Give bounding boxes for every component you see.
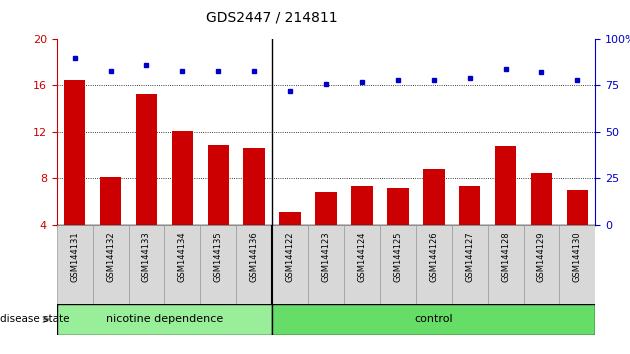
Bar <box>423 169 445 225</box>
Text: GSM144133: GSM144133 <box>142 231 151 282</box>
Text: GSM144124: GSM144124 <box>357 231 367 282</box>
Text: control: control <box>415 314 453 325</box>
Text: GDS2447 / 214811: GDS2447 / 214811 <box>207 11 338 25</box>
Bar <box>380 225 416 304</box>
Bar <box>200 225 236 304</box>
Bar <box>566 190 588 225</box>
Bar <box>279 212 301 225</box>
Text: GSM144127: GSM144127 <box>465 231 474 282</box>
Text: nicotine dependence: nicotine dependence <box>106 314 223 325</box>
Text: GSM144128: GSM144128 <box>501 231 510 282</box>
Bar <box>524 225 559 304</box>
Bar <box>272 225 308 304</box>
Bar <box>459 187 481 225</box>
Bar <box>308 225 344 304</box>
Bar <box>315 192 337 225</box>
Bar <box>129 225 164 304</box>
Bar <box>452 225 488 304</box>
Bar <box>164 225 200 304</box>
Bar <box>93 225 129 304</box>
Text: GSM144130: GSM144130 <box>573 231 582 282</box>
Bar <box>57 225 93 304</box>
Text: GSM144134: GSM144134 <box>178 231 187 282</box>
Bar <box>236 225 272 304</box>
Bar <box>351 187 373 225</box>
Bar <box>135 93 158 225</box>
Bar <box>207 145 229 225</box>
Bar <box>559 225 595 304</box>
Bar <box>57 304 272 335</box>
Bar <box>416 225 452 304</box>
Bar <box>344 225 380 304</box>
Bar <box>100 177 122 225</box>
Bar <box>530 172 553 225</box>
Text: GSM144126: GSM144126 <box>429 231 438 282</box>
Text: GSM144135: GSM144135 <box>214 231 223 282</box>
Text: GSM144123: GSM144123 <box>321 231 331 282</box>
Text: GSM144131: GSM144131 <box>70 231 79 282</box>
Text: GSM144125: GSM144125 <box>393 231 403 282</box>
Bar <box>171 131 193 225</box>
Text: disease state: disease state <box>0 314 69 325</box>
Text: GSM144132: GSM144132 <box>106 231 115 282</box>
Text: GSM144136: GSM144136 <box>249 231 259 282</box>
Bar <box>243 148 265 225</box>
Bar <box>495 146 517 225</box>
Bar <box>488 225 524 304</box>
Bar <box>272 304 595 335</box>
Bar <box>64 80 86 225</box>
Text: GSM144129: GSM144129 <box>537 231 546 282</box>
Bar <box>387 188 409 225</box>
Text: GSM144122: GSM144122 <box>285 231 295 282</box>
